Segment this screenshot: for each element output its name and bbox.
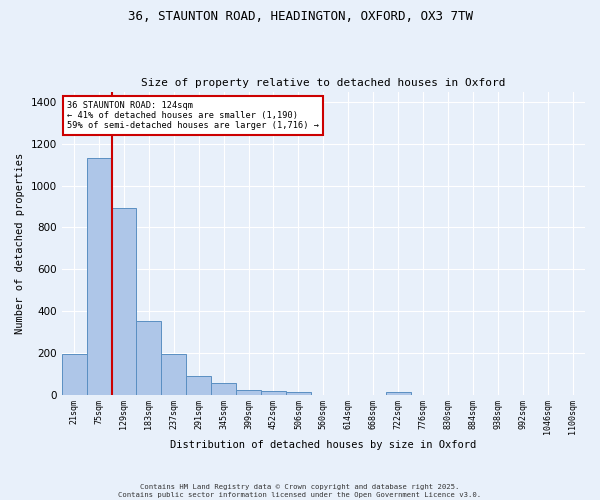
- Bar: [161, 354, 186, 395]
- Y-axis label: Number of detached properties: Number of detached properties: [15, 152, 25, 334]
- Bar: [186, 376, 211, 394]
- Text: 36, STAUNTON ROAD, HEADINGTON, OXFORD, OX3 7TW: 36, STAUNTON ROAD, HEADINGTON, OXFORD, O…: [128, 10, 473, 23]
- Bar: [286, 392, 311, 394]
- Text: Contains HM Land Registry data © Crown copyright and database right 2025.
Contai: Contains HM Land Registry data © Crown c…: [118, 484, 482, 498]
- Bar: [136, 322, 161, 394]
- Bar: [86, 158, 112, 394]
- Bar: [62, 354, 86, 395]
- Bar: [261, 391, 286, 394]
- Text: 36 STAUNTON ROAD: 124sqm
← 41% of detached houses are smaller (1,190)
59% of sem: 36 STAUNTON ROAD: 124sqm ← 41% of detach…: [67, 100, 319, 130]
- Bar: [236, 390, 261, 394]
- Title: Size of property relative to detached houses in Oxford: Size of property relative to detached ho…: [141, 78, 506, 88]
- X-axis label: Distribution of detached houses by size in Oxford: Distribution of detached houses by size …: [170, 440, 476, 450]
- Bar: [211, 383, 236, 394]
- Bar: [386, 392, 410, 394]
- Bar: [112, 208, 136, 394]
